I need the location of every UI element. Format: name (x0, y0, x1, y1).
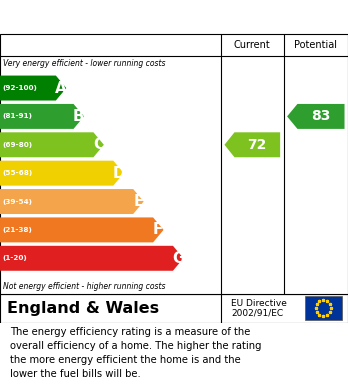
FancyBboxPatch shape (304, 296, 342, 320)
Text: (92-100): (92-100) (3, 85, 38, 91)
Text: E: E (133, 194, 144, 209)
Text: Current: Current (234, 40, 271, 50)
Text: 83: 83 (311, 109, 331, 124)
Text: G: G (172, 251, 184, 266)
Text: D: D (112, 166, 125, 181)
Text: F: F (153, 222, 164, 237)
Text: (55-68): (55-68) (3, 170, 33, 176)
Polygon shape (287, 104, 345, 129)
Text: C: C (93, 137, 104, 152)
Text: (1-20): (1-20) (3, 255, 27, 261)
Text: 72: 72 (248, 138, 267, 152)
Polygon shape (0, 246, 183, 271)
Text: England & Wales: England & Wales (7, 301, 159, 316)
Text: The energy efficiency rating is a measure of the
overall efficiency of a home. T: The energy efficiency rating is a measur… (10, 327, 262, 379)
Polygon shape (0, 217, 164, 242)
Polygon shape (224, 132, 280, 157)
Polygon shape (0, 161, 124, 186)
Text: B: B (73, 109, 85, 124)
Text: Potential: Potential (294, 40, 337, 50)
Text: (39-54): (39-54) (3, 199, 33, 204)
Text: Very energy efficient - lower running costs: Very energy efficient - lower running co… (3, 59, 166, 68)
Polygon shape (0, 189, 144, 214)
Polygon shape (0, 104, 84, 129)
Text: (21-38): (21-38) (3, 227, 33, 233)
Text: A: A (55, 81, 67, 95)
Text: (81-91): (81-91) (3, 113, 33, 119)
Text: EU Directive: EU Directive (231, 299, 287, 308)
Text: Not energy efficient - higher running costs: Not energy efficient - higher running co… (3, 282, 166, 291)
Text: (69-80): (69-80) (3, 142, 33, 148)
Text: Energy Efficiency Rating: Energy Efficiency Rating (10, 9, 232, 25)
Text: 2002/91/EC: 2002/91/EC (231, 309, 284, 318)
Polygon shape (0, 132, 104, 157)
Polygon shape (0, 75, 66, 100)
